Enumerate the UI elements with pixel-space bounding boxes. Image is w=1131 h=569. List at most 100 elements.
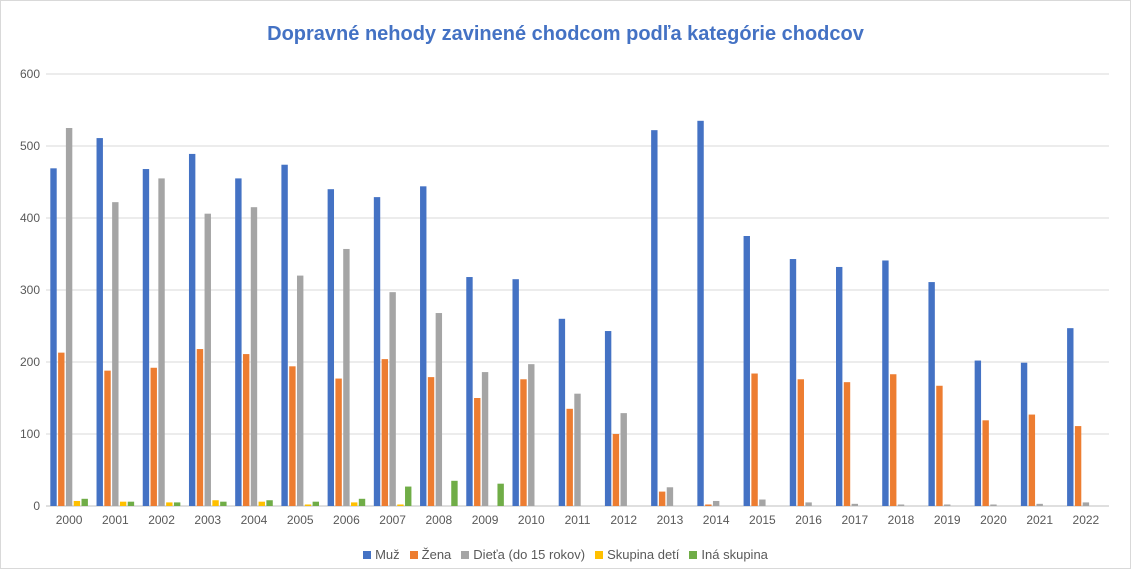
x-tick-label: 2004 xyxy=(241,513,268,527)
bar-die-a-do-15-rokov--2015 xyxy=(759,499,766,506)
legend-swatch xyxy=(461,551,470,559)
bar--ena-2016 xyxy=(797,379,804,506)
bar-skupina-det--2000 xyxy=(73,500,81,506)
x-tick-label: 2007 xyxy=(379,513,406,527)
legend-swatch xyxy=(409,551,418,559)
legend-label: Muž xyxy=(375,547,400,562)
bar-die-a-do-15-rokov--2004 xyxy=(250,207,258,506)
bar-die-a-do-15-rokov--2002 xyxy=(158,178,165,506)
bar-mu--2013 xyxy=(651,130,658,506)
bar-skupina-det--2003 xyxy=(212,500,219,506)
x-tick-label: 2013 xyxy=(657,513,684,527)
bar-mu--2016 xyxy=(789,259,797,506)
bar-in-skupina-2004 xyxy=(266,500,273,506)
bar-die-a-do-15-rokov--2014 xyxy=(712,500,720,506)
legend-label: Žena xyxy=(421,547,452,562)
bar-die-a-do-15-rokov--2019 xyxy=(944,504,951,506)
bar-die-a-do-15-rokov--2017 xyxy=(851,503,859,506)
bar-mu--2007 xyxy=(373,197,381,506)
bar-mu--2000 xyxy=(50,168,57,506)
chart-title: Dopravné nehody zavinené chodcom podľa k… xyxy=(267,23,864,45)
y-tick-label: 400 xyxy=(20,211,40,225)
bar-mu--2005 xyxy=(281,164,288,506)
bar-in-skupina-2001 xyxy=(127,501,135,506)
bar-mu--2008 xyxy=(420,186,427,506)
bar-mu--2022 xyxy=(1067,328,1074,506)
bar--ena-2001 xyxy=(104,370,111,506)
bar-in-skupina-2000 xyxy=(81,498,88,506)
bar--ena-2010 xyxy=(520,379,527,506)
x-tick-label: 2012 xyxy=(610,513,637,527)
bar-mu--2001 xyxy=(96,138,103,506)
bar-mu--2014 xyxy=(697,120,704,507)
bar-mu--2020 xyxy=(974,360,982,506)
x-tick-label: 2020 xyxy=(980,513,1007,527)
bar-die-a-do-15-rokov--2001 xyxy=(112,202,119,506)
bar-in-skupina-2009 xyxy=(497,483,504,506)
x-tick-label: 2016 xyxy=(795,513,822,527)
bar-in-skupina-2008 xyxy=(451,480,458,506)
bar--ena-2019 xyxy=(936,385,943,506)
legend-item: Dieťa (do 15 rokov) xyxy=(461,547,585,562)
bar-skupina-det--2001 xyxy=(119,501,127,506)
bar-die-a-do-15-rokov--2009 xyxy=(481,372,489,506)
y-tick-label: 200 xyxy=(20,355,40,369)
bar-mu--2006 xyxy=(327,189,335,506)
bar--ena-2018 xyxy=(890,374,897,506)
bar--ena-2014 xyxy=(705,504,712,506)
bar-in-skupina-2002 xyxy=(173,502,181,506)
bar--ena-2011 xyxy=(566,408,573,506)
bar-in-skupina-2007 xyxy=(405,486,412,506)
legend-item: Iná skupina xyxy=(689,547,768,562)
bar-skupina-det--2006 xyxy=(351,502,358,506)
legend-label: Skupina detí xyxy=(607,547,680,562)
bar--ena-2008 xyxy=(427,377,435,506)
x-tick-label: 2011 xyxy=(565,513,591,527)
bar-skupina-det--2007 xyxy=(397,504,404,506)
legend: Muž Žena Dieťa (do 15 rokov) Skupina detí In… xyxy=(1,547,1130,562)
x-tick-label: 2022 xyxy=(1073,513,1100,527)
bar--ena-2005 xyxy=(289,366,296,506)
legend-item: Muž xyxy=(363,547,400,562)
bar--ena-2006 xyxy=(335,378,342,506)
bar--ena-2007 xyxy=(381,359,389,506)
bar-in-skupina-2005 xyxy=(312,501,319,506)
legend-label: Dieťa (do 15 rokov) xyxy=(473,547,586,562)
x-tick-label: 2010 xyxy=(518,513,545,527)
bar-mu--2015 xyxy=(743,236,750,506)
legend-swatch xyxy=(595,551,604,559)
bar-die-a-do-15-rokov--2018 xyxy=(897,504,905,506)
x-tick-label: 2021 xyxy=(1026,513,1053,527)
bar-mu--2003 xyxy=(188,153,196,507)
bar-mu--2009 xyxy=(466,277,473,506)
x-tick-label: 2008 xyxy=(425,513,452,527)
bar--ena-2003 xyxy=(196,349,204,506)
legend-swatch xyxy=(363,551,372,559)
x-tick-label: 2014 xyxy=(703,513,730,527)
bar-die-a-do-15-rokov--2016 xyxy=(805,502,812,506)
bar-die-a-do-15-rokov--2010 xyxy=(528,364,535,506)
bar-mu--2017 xyxy=(836,266,843,506)
bar-in-skupina-2003 xyxy=(220,501,227,506)
bar-die-a-do-15-rokov--2013 xyxy=(666,487,674,506)
y-tick-label: 300 xyxy=(20,283,40,297)
bar-die-a-do-15-rokov--2007 xyxy=(389,292,396,506)
x-tick-label: 2005 xyxy=(287,513,314,527)
x-tick-label: 2019 xyxy=(934,513,961,527)
x-tick-label: 2017 xyxy=(841,513,868,527)
y-tick-label: 0 xyxy=(33,499,40,513)
bar-in-skupina-2006 xyxy=(358,498,366,506)
bar-skupina-det--2004 xyxy=(258,501,265,506)
bar--ena-2004 xyxy=(242,354,250,506)
x-tick-label: 2002 xyxy=(148,513,175,527)
bar--ena-2002 xyxy=(150,367,157,506)
x-tick-label: 2018 xyxy=(888,513,915,527)
y-tick-label: 600 xyxy=(20,67,40,81)
legend-label: Iná skupina xyxy=(701,547,768,562)
bar-die-a-do-15-rokov--2000 xyxy=(65,128,73,506)
bar-mu--2002 xyxy=(142,169,150,507)
bar-mu--2004 xyxy=(235,178,242,506)
bar--ena-2020 xyxy=(982,420,989,506)
